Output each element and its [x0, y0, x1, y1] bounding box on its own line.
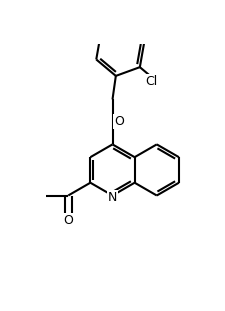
Text: N: N: [108, 191, 117, 204]
Text: O: O: [63, 214, 73, 227]
Text: Cl: Cl: [145, 75, 158, 88]
Text: O: O: [114, 115, 124, 128]
